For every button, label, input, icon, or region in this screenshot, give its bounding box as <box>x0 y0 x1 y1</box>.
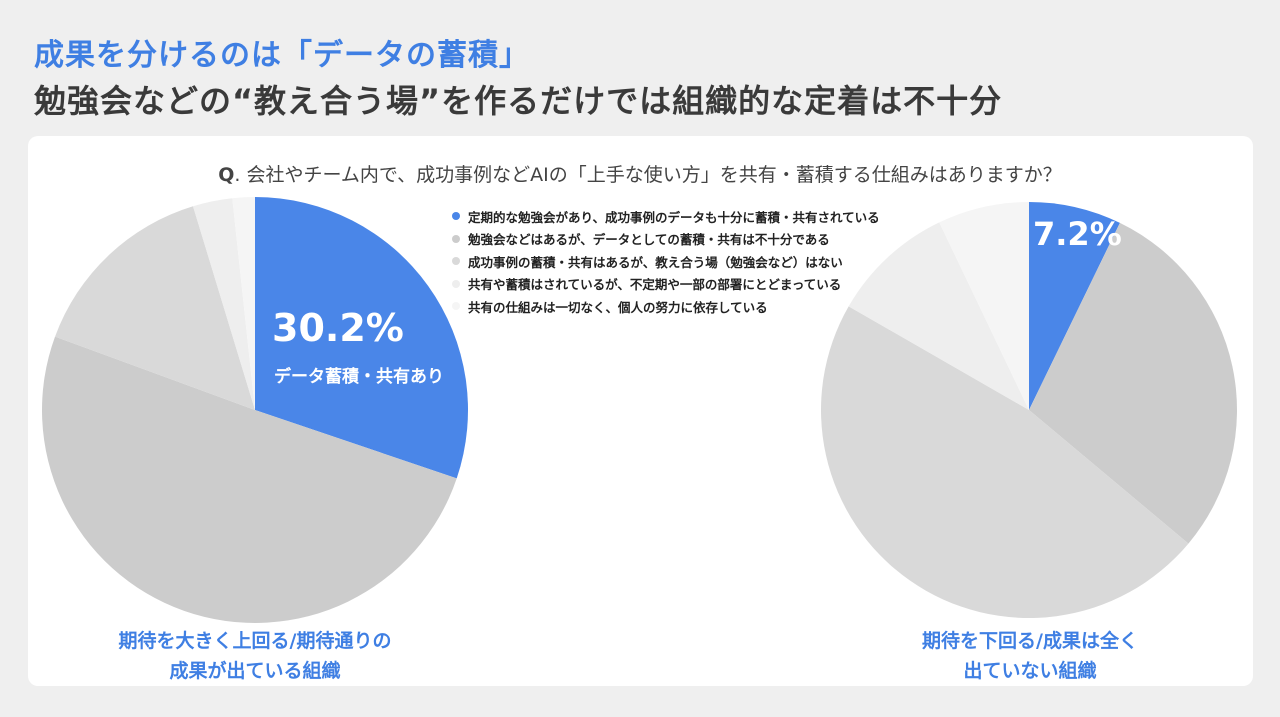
legend-swatch <box>452 302 460 311</box>
question-prefix: Q <box>218 164 235 186</box>
pie-slice <box>820 306 1189 619</box>
pie-slice <box>939 202 1029 410</box>
legend-label: 定期的な勉強会があり、成功事例のデータも十分に蓄積・共有されている <box>468 209 880 225</box>
legend-item: 共有の仕組みは一切なく、個人の努力に依存している <box>452 295 880 318</box>
pie-left <box>41 197 468 624</box>
legend-label: 共有や蓄積はされているが、不定期や一部の部署にとどまっている <box>468 277 842 293</box>
legend-swatch <box>452 234 460 243</box>
left-caption-line: 期待を大きく上回る/期待通りの <box>118 630 392 652</box>
pie-slice <box>55 206 256 410</box>
legend-label: 勉強会などはあるが、データとしての蓄積・共有は不十分である <box>468 232 830 248</box>
right-caption-line: 期待を下回る/成果は全く <box>922 630 1138 652</box>
question-text: . 会社やチーム内で、成功事例などAIの「上手な使い方」を共有・蓄積する仕組みは… <box>234 164 1062 186</box>
pie-right <box>820 202 1237 619</box>
legend-swatch <box>452 257 460 266</box>
pie-slice <box>255 197 468 479</box>
pie-slice <box>41 336 457 624</box>
pie-slice <box>193 198 255 410</box>
legend-item: 勉強会などはあるが、データとしての蓄積・共有は不十分である <box>452 228 880 251</box>
title-line-2: 勉強会などの“教え合う場”を作るだけでは組織的な定着は不十分 <box>34 82 1003 120</box>
pie-slice <box>232 197 255 410</box>
left-caption: 期待を大きく上回る/期待通りの 成果が出ている組織 <box>55 626 455 686</box>
title-line-1: 成果を分けるのは「データの蓄積」 <box>34 38 530 73</box>
legend-swatch <box>452 212 460 221</box>
pie-slice <box>848 222 1029 410</box>
legend-label: 共有の仕組みは一切なく、個人の努力に依存している <box>468 299 768 315</box>
pie-slice <box>1029 222 1237 544</box>
legend-swatch <box>452 279 460 288</box>
right-caption: 期待を下回る/成果は全く 出ていない組織 <box>830 626 1230 686</box>
left-highlight-value: 30.2% <box>272 306 404 350</box>
legend-item: 共有や蓄積はされているが、不定期や一部の部署にとどまっている <box>452 273 880 296</box>
pie-slice <box>1029 202 1120 410</box>
legend: 定期的な勉強会があり、成功事例のデータも十分に蓄積・共有されている 勉強会などは… <box>452 205 880 318</box>
right-highlight-value: 7.2% <box>1033 215 1122 253</box>
question: Q. 会社やチーム内で、成功事例などAIの「上手な使い方」を共有・蓄積する仕組み… <box>0 160 1280 187</box>
left-highlight-sublabel: データ蓄積・共有あり <box>274 367 444 387</box>
left-caption-line: 成果が出ている組織 <box>169 660 341 682</box>
legend-item: 成功事例の蓄積・共有はあるが、教え合う場（勉強会など）はない <box>452 250 880 273</box>
legend-label: 成功事例の蓄積・共有はあるが、教え合う場（勉強会など）はない <box>468 254 843 270</box>
right-caption-line: 出ていない組織 <box>963 660 1097 682</box>
legend-item: 定期的な勉強会があり、成功事例のデータも十分に蓄積・共有されている <box>452 205 880 228</box>
